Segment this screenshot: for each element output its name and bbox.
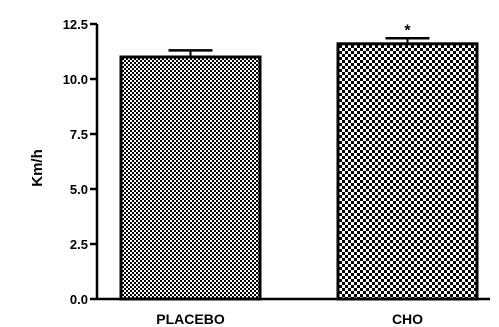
y-tick-label: 12.5 [63, 17, 88, 32]
labels: 0.0 2.5 5.0 7.5 10.0 12.5 PLACEBO * CHO [63, 17, 423, 327]
y-tick-label: 0.0 [70, 292, 88, 307]
y-axis-title: Km/h [29, 149, 46, 187]
x-category-label: CHO [392, 311, 423, 327]
bar [336, 42, 479, 301]
y-tick-label: 10.0 [63, 72, 88, 87]
x-category-label: PLACEBO [156, 311, 225, 327]
significance-marker: * [404, 22, 411, 39]
bars [119, 37, 479, 301]
y-tick-label: 5.0 [70, 182, 88, 197]
y-tick-label: 7.5 [70, 127, 88, 142]
bar [119, 55, 262, 301]
y-tick-label: 2.5 [70, 237, 88, 252]
